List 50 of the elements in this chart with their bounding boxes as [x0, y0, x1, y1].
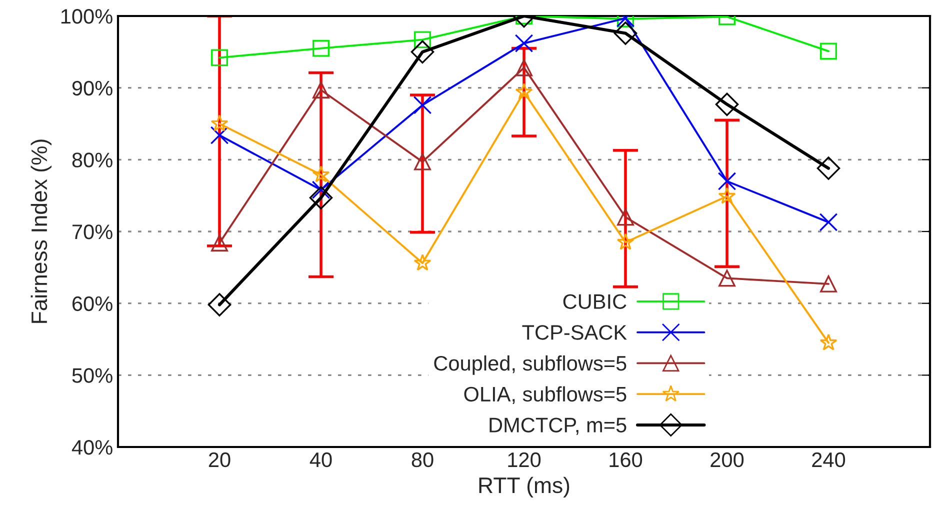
- point: [414, 153, 431, 170]
- point: [312, 40, 330, 57]
- point: [414, 31, 431, 48]
- point: [312, 166, 330, 182]
- legend-label: Coupled, subflows=5: [434, 355, 626, 375]
- x-tick-label: 240: [812, 452, 846, 468]
- legend-label: OLIA, subflows=5: [464, 386, 626, 404]
- point: [816, 156, 840, 180]
- y-tick-label: 70%: [72, 224, 112, 240]
- point: [516, 59, 532, 76]
- y-tick-label: 90%: [72, 80, 112, 96]
- point: [414, 254, 432, 271]
- point: [718, 187, 736, 204]
- point: [819, 212, 838, 232]
- x-tick-label: 40: [310, 452, 332, 468]
- legend-label: DMCTCP, m=5: [490, 418, 626, 435]
- point: [410, 40, 434, 64]
- point: [211, 234, 228, 252]
- point: [413, 96, 432, 114]
- point: [210, 114, 228, 132]
- point: [820, 334, 838, 350]
- y-axis-title: Fairness Index (%): [30, 140, 52, 323]
- legend-label: TCP-SACK: [522, 325, 627, 340]
- y-tick-label: 100%: [61, 9, 112, 24]
- x-tick-label: 80: [412, 452, 434, 468]
- point: [616, 233, 634, 250]
- point: [614, 22, 638, 45]
- x-axis-title: RTT (ms): [479, 476, 570, 498]
- point: [820, 275, 837, 292]
- point: [309, 186, 333, 210]
- y-tick-label: 40%: [72, 440, 112, 455]
- point: [617, 208, 634, 226]
- y-tick-label: 60%: [72, 296, 112, 312]
- legend-label: CUBIC: [563, 294, 626, 309]
- x-tick-label: 120: [508, 452, 541, 468]
- y-tick-label: 80%: [72, 152, 112, 168]
- point: [820, 42, 837, 60]
- point: [718, 172, 736, 190]
- y-tick-label: 50%: [72, 368, 112, 383]
- point: [514, 34, 534, 52]
- point: [312, 82, 330, 98]
- x-tick-label: 200: [710, 452, 744, 468]
- x-tick-label: 160: [610, 452, 642, 468]
- point: [718, 270, 736, 287]
- point: [208, 293, 232, 316]
- point: [515, 82, 533, 100]
- point: [210, 126, 229, 144]
- point: [715, 92, 739, 116]
- x-tick-label: 20: [208, 452, 230, 468]
- point: [211, 49, 228, 66]
